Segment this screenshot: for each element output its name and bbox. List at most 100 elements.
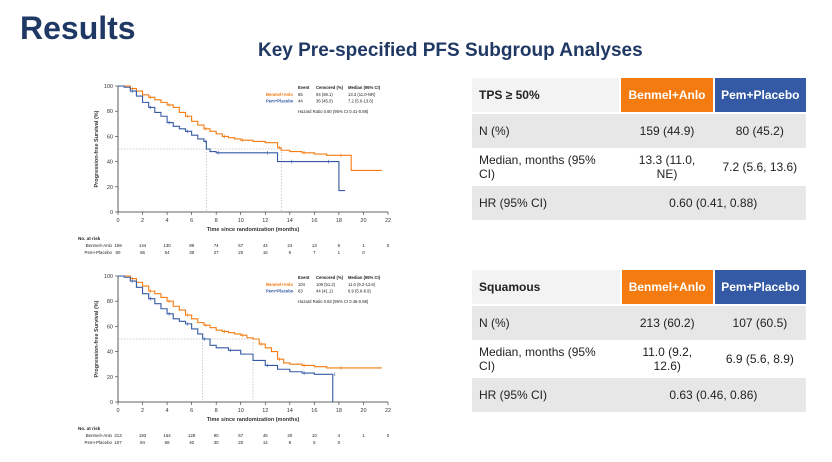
risk-value: 1 [362, 433, 365, 438]
risk-value: 20 [238, 250, 243, 255]
row-value-benmel: 159 (44.9) [620, 112, 714, 149]
risk-row-label: Pem+Placebo [85, 440, 113, 445]
risk-value: 20 [238, 440, 243, 445]
row-label: HR (95% CI) [472, 376, 621, 412]
row-value-hr: 0.60 (0.41, 0.88) [620, 184, 806, 220]
y-axis-label: Progression-free Survival (%) [94, 110, 100, 187]
risk-value: 130 [163, 243, 171, 248]
table-row: Median, months (95% CI) 11.0 (9.2, 12.6)… [472, 340, 806, 377]
legend-median: 7.2 (5.6-13.6) [348, 99, 374, 104]
y-tick-label: 0 [110, 210, 113, 216]
y-tick-label: 0 [110, 400, 113, 406]
legend-header: Event [298, 275, 310, 280]
table-row-hr: HR (95% CI) 0.63 (0.46, 0.86) [472, 376, 806, 412]
y-tick-label: 40 [107, 350, 113, 356]
table-header-benmel: Benmel+Anlo [619, 78, 714, 113]
y-tick-label: 20 [107, 375, 113, 381]
x-axis-label: Time since randomization (months) [207, 227, 300, 233]
risk-value: 1 [338, 250, 341, 255]
table-tps: TPS ≥ 50% Benmel+Anlo Pem+Placebo N (%) … [472, 78, 806, 220]
table-header-label: TPS ≥ 50% [472, 78, 621, 113]
x-tick-label: 12 [262, 218, 268, 224]
y-tick-label: 40 [107, 160, 113, 166]
x-tick-label: 16 [311, 408, 317, 414]
risk-value: 164 [163, 433, 171, 438]
legend-censored: 44 (41.1) [316, 289, 333, 294]
legend-hazard-ratio: Hazard Ratio 0.60 (95% CI 0.41-0.88) [298, 109, 369, 114]
x-tick-label: 2 [141, 218, 144, 224]
row-label: HR (95% CI) [472, 184, 621, 220]
row-value-pem: 80 (45.2) [713, 112, 806, 149]
risk-value: 183 [139, 433, 147, 438]
legend-series-name: Pem+Placebo [266, 99, 294, 104]
y-tick-label: 60 [107, 134, 113, 140]
legend-median: 11.0 (9.2-12.6) [348, 282, 376, 287]
row-label: Median, months (95% CI) [472, 148, 621, 185]
legend-header: Censored (%) [316, 85, 344, 90]
km-curve-pem [118, 275, 334, 402]
risk-value: 67 [238, 433, 243, 438]
table-header-pem: Pem+Placebo [712, 270, 806, 305]
risk-value: 144 [139, 243, 147, 248]
legend-header: Censored (%) [316, 275, 344, 280]
risk-row-label: Pem+Placebo [85, 250, 113, 255]
table-header-benmel: Benmel+Anlo [619, 270, 714, 305]
km-plot-tps: 0 20 40 60 80 100 0 2 4 6 8 10 12 14 16 18 20 22 Time sinc… [78, 78, 400, 268]
x-tick-label: 0 [116, 408, 119, 414]
risk-value: 6 [338, 243, 341, 248]
x-tick-label: 18 [336, 218, 342, 224]
risk-value: 20 [287, 433, 292, 438]
table-header-label: Squamous [472, 270, 621, 305]
table-header-pem: Pem+Placebo [712, 78, 806, 113]
legend-series-name: Benmel+Anlo [266, 282, 293, 287]
risk-value: 24 [287, 243, 292, 248]
row-value-pem: 6.9 (5.6, 8.9) [713, 340, 806, 377]
x-tick-label: 4 [166, 218, 169, 224]
risk-table-title: No. at risk [78, 236, 101, 241]
km-curve-benmel [118, 275, 382, 369]
risk-value: 5 [313, 440, 316, 445]
table-header-row: Squamous Benmel+Anlo Pem+Placebo [472, 270, 806, 305]
risk-value: 9 [289, 250, 292, 255]
risk-value: 0 [362, 250, 365, 255]
x-tick-label: 4 [166, 408, 169, 414]
slide-subtitle: Key Pre-specified PFS Subgroup Analyses [258, 40, 643, 61]
legend-header: Event [298, 85, 310, 90]
y-tick-label: 100 [104, 274, 113, 280]
legend-event: 63 [298, 289, 303, 294]
row-value-pem: 7.2 (5.6, 13.6) [713, 148, 806, 185]
y-tick-label: 60 [107, 324, 113, 330]
legend-event: 65 [298, 92, 303, 97]
risk-value: 27 [214, 250, 219, 255]
risk-value: 13 [312, 243, 317, 248]
risk-value: 1 [362, 243, 365, 248]
legend-median: 13.3 (11.0-NR) [348, 92, 376, 97]
x-tick-label: 0 [116, 218, 119, 224]
km-plot-squamous: 0 20 40 60 80 100 0 2 4 6 8 10 12 14 16 18 20 22 Time sinc… [78, 268, 400, 458]
x-tick-label: 14 [287, 408, 293, 414]
risk-value: 107 [114, 440, 122, 445]
x-tick-label: 20 [360, 218, 366, 224]
risk-value: 7 [313, 250, 316, 255]
risk-value: 74 [214, 243, 219, 248]
x-tick-label: 12 [262, 408, 268, 414]
x-tick-label: 8 [215, 218, 218, 224]
risk-value: 57 [238, 243, 243, 248]
risk-value: 45 [263, 433, 268, 438]
risk-value: 128 [188, 433, 196, 438]
risk-value: 0 [387, 433, 390, 438]
row-label: N (%) [472, 112, 621, 149]
table-row: Median, months (95% CI) 13.3 (11.0, NE) … [472, 148, 806, 185]
risk-value: 159 [114, 243, 122, 248]
risk-value: 90 [214, 433, 219, 438]
x-tick-label: 10 [238, 218, 244, 224]
y-tick-label: 100 [104, 84, 113, 90]
risk-value: 14 [263, 440, 268, 445]
row-value-hr: 0.63 (0.46, 0.86) [620, 376, 806, 412]
table-row: N (%) 213 (60.2) 107 (60.5) [472, 304, 806, 341]
row-value-benmel: 13.3 (11.0, NE) [620, 148, 714, 185]
legend-header: Median (95% CI) [348, 275, 381, 280]
km-curve-pem [118, 85, 346, 192]
